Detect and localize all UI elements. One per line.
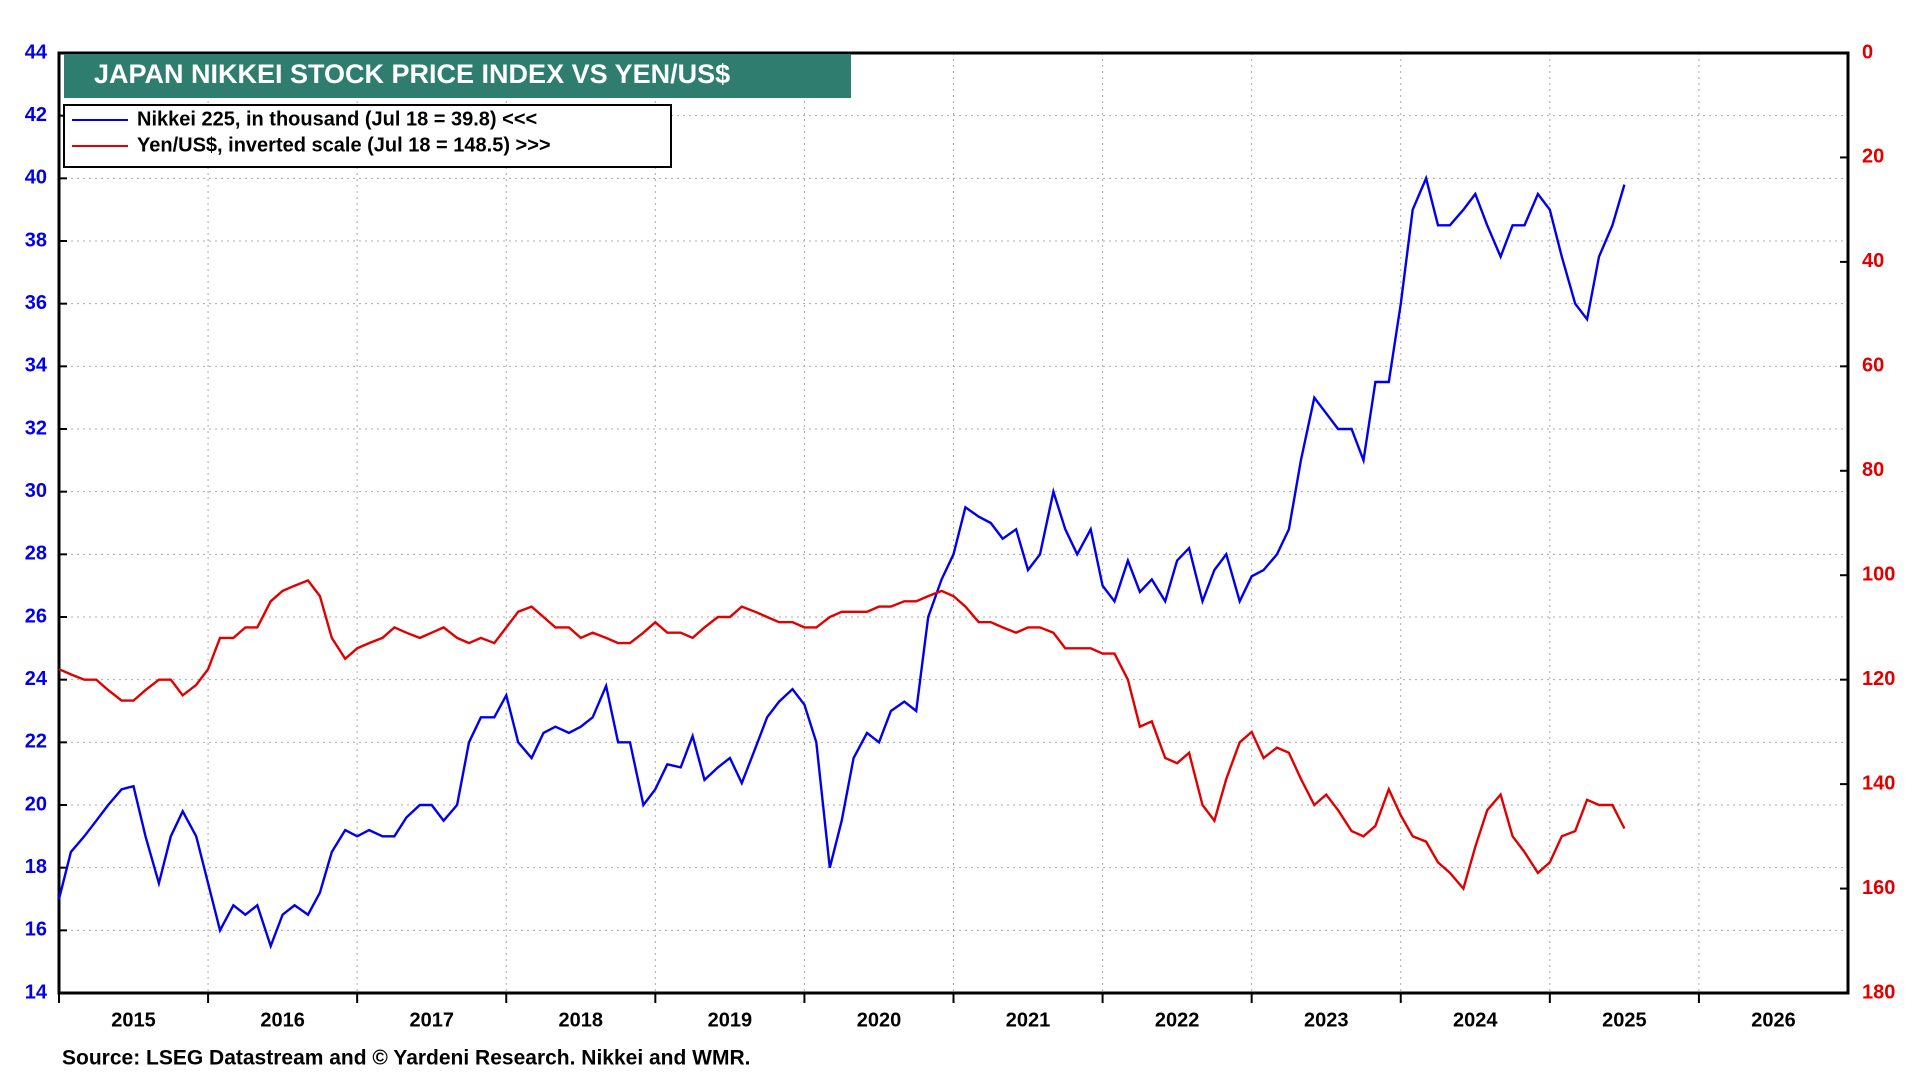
y2-tick-label: 20 <box>1862 146 1884 168</box>
chart-title: JAPAN NIKKEI STOCK PRICE INDEX VS YEN/US… <box>94 59 730 89</box>
y-tick-label: 34 <box>25 355 48 377</box>
y2-tick-label: 180 <box>1862 981 1895 1003</box>
x-tick-label: 2021 <box>1006 1009 1051 1031</box>
y-tick-label: 44 <box>25 41 48 63</box>
y-tick-label: 24 <box>25 668 48 690</box>
x-tick-label: 2024 <box>1453 1009 1498 1031</box>
x-tick-label: 2025 <box>1602 1009 1647 1031</box>
y2-tick-label: 80 <box>1862 459 1884 481</box>
x-tick-label: 2016 <box>260 1009 305 1031</box>
legend-label: Yen/US$, inverted scale (Jul 18 = 148.5)… <box>137 134 551 156</box>
y-tick-label: 38 <box>25 229 47 251</box>
y2-tick-label: 160 <box>1862 877 1895 899</box>
y2-tick-label: 100 <box>1862 564 1895 586</box>
y-tick-label: 40 <box>25 167 47 189</box>
series-line <box>58 578 1626 892</box>
x-tick-label: 2017 <box>409 1009 454 1031</box>
series-line <box>57 174 1626 950</box>
x-tick-label: 2015 <box>111 1009 156 1031</box>
legend <box>63 104 672 168</box>
source-note: Source: LSEG Datastream and © Yardeni Re… <box>62 1047 750 1070</box>
y-tick-label: 28 <box>25 543 47 565</box>
y-tick-label: 16 <box>25 919 47 941</box>
y2-tick-label: 140 <box>1862 772 1895 794</box>
plot-frame <box>57 51 1850 995</box>
y-tick-label: 18 <box>25 856 47 878</box>
y-tick-label: 20 <box>25 793 47 815</box>
x-tick-label: 2026 <box>1751 1009 1796 1031</box>
y2-tick-label: 40 <box>1862 250 1884 272</box>
x-tick-label: 2018 <box>559 1009 604 1031</box>
y2-tick-label: 60 <box>1862 355 1884 377</box>
legend-label: Nikkei 225, in thousand (Jul 18 = 39.8) … <box>137 108 537 130</box>
y-tick-label: 32 <box>25 417 47 439</box>
y-tick-label: 26 <box>25 605 47 627</box>
x-tick-label: 2023 <box>1304 1009 1349 1031</box>
y2-tick-label: 0 <box>1862 41 1873 63</box>
y-tick-label: 30 <box>25 480 47 502</box>
x-tick-label: 2020 <box>857 1009 902 1031</box>
x-tick-label: 2019 <box>708 1009 753 1031</box>
y2-tick-label: 120 <box>1862 668 1895 690</box>
x-tick-label: 2022 <box>1155 1009 1200 1031</box>
y-tick-label: 22 <box>25 731 47 753</box>
y-tick-label: 36 <box>25 292 47 314</box>
title-box <box>64 54 851 98</box>
y-tick-label: 42 <box>25 104 47 126</box>
y-tick-label: 14 <box>25 981 48 1003</box>
